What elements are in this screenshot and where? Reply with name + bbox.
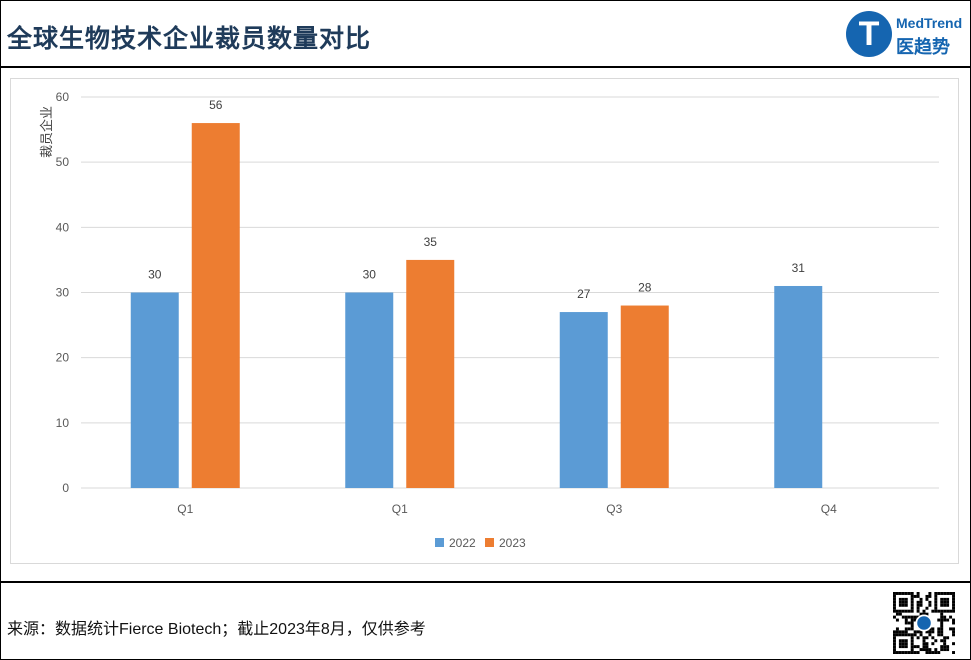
logo-text-cn: 医趋势 — [896, 37, 950, 57]
y-tick-label: 30 — [56, 286, 70, 300]
data-label: 28 — [638, 281, 652, 295]
bar-2023 — [620, 305, 669, 488]
y-tick-label: 40 — [56, 220, 70, 234]
qr-code-icon — [893, 592, 955, 654]
y-tick-label: 50 — [56, 155, 70, 169]
data-label: 56 — [209, 98, 223, 112]
y-tick-label: 20 — [56, 351, 70, 365]
page-title: 全球生物技术企业裁员数量对比 — [7, 25, 372, 53]
x-tick-label: Q4 — [821, 502, 837, 516]
data-label: 31 — [792, 261, 806, 275]
legend-label: 2022 — [449, 536, 476, 550]
footer: 来源：数据统计Fierce Biotech；截止2023年8月，仅供参考 — [1, 581, 970, 659]
source-note: 来源：数据统计Fierce Biotech；截止2023年8月，仅供参考 — [7, 621, 426, 638]
logo-t-icon: T — [846, 11, 892, 57]
bar-2022 — [559, 312, 608, 488]
y-tick-label: 10 — [56, 416, 70, 430]
data-label: 27 — [577, 287, 591, 301]
bar-2023 — [191, 123, 240, 489]
bar-2023 — [406, 259, 455, 488]
medtrend-logo: T MedTrend 医趋势 — [846, 11, 966, 59]
y-tick-label: 0 — [62, 481, 69, 495]
legend-swatch-2023 — [485, 538, 494, 547]
data-label: 30 — [148, 268, 162, 282]
data-label: 35 — [424, 235, 438, 249]
header: 全球生物技术企业裁员数量对比 T MedTrend 医趋势 — [1, 1, 970, 68]
legend-label: 2023 — [499, 536, 526, 550]
chart-area: 0 10 20 30 40 50 60 裁员企业 Q1 30 56 Q1 30 35 Q3 27 28 Q4 31 2… — [10, 78, 959, 564]
y-axis-label: 裁员企业 — [39, 106, 54, 158]
x-tick-label: Q3 — [606, 502, 622, 516]
bar-2022 — [774, 285, 823, 488]
data-label: 30 — [363, 268, 377, 282]
logo-text-en: MedTrend — [896, 15, 963, 31]
x-tick-label: Q1 — [177, 502, 193, 516]
legend-swatch-2022 — [435, 538, 444, 547]
y-tick-label: 60 — [56, 90, 70, 104]
bar-2022 — [345, 292, 394, 488]
bar-2022 — [130, 292, 179, 488]
x-tick-label: Q1 — [392, 502, 408, 516]
